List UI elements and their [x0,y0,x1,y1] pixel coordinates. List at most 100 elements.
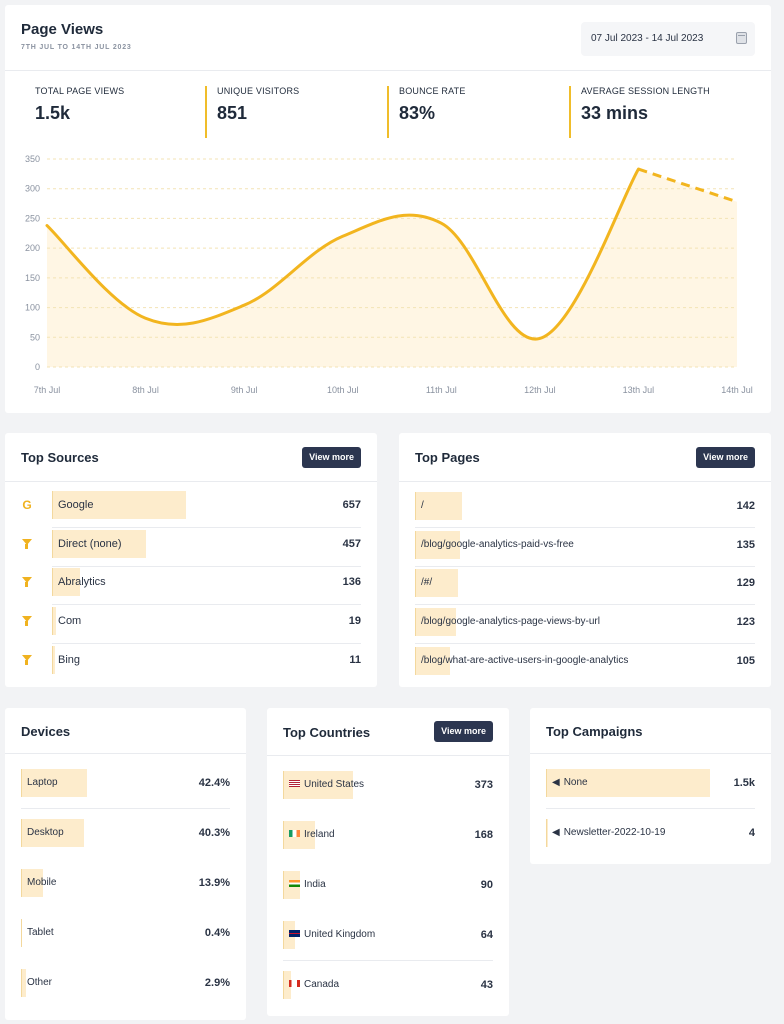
list-item[interactable]: Canada 43 [283,971,493,1001]
page-path-link[interactable]: / [421,500,424,511]
device-label: Other [27,977,53,988]
page-path-link[interactable]: /#/ [421,577,433,588]
y-tick-label: 100 [25,303,40,313]
view-more-button[interactable]: View more [302,447,361,468]
x-tick-label: 12th Jul [524,385,556,395]
country-label: India [289,879,326,890]
uk-flag-icon [289,929,300,937]
list-item-value: 142 [736,500,755,512]
card-title: Top Sources [21,450,99,465]
page-path-link[interactable]: /blog/google-analytics-page-views-by-url [421,616,600,627]
list-item[interactable]: Direct (none) 457 [21,530,361,567]
list-item[interactable]: / 142 [415,492,755,528]
list-item-value: 135 [736,539,755,551]
row-divider [21,808,230,809]
value-bar [21,869,43,897]
card-title: Top Pages [415,450,480,465]
top-pages-card: Top Pages View more / 142/blog/google-ana… [399,433,771,687]
list-item-value: 4 [748,827,755,839]
funnel-top [22,577,32,583]
row-divider [52,604,361,605]
stat-divider [205,86,207,138]
list-item-label: Bing [58,654,81,666]
list-item-value: 105 [736,655,755,667]
stat-total-page-views: TOTAL PAGE VIEWS 1.5k [35,86,124,138]
list-item[interactable]: /blog/google-analytics-page-views-by-url… [415,608,755,644]
list-item[interactable]: ◀ Newsletter-2022-10-19 4 [546,819,755,849]
list-item[interactable]: /blog/google-analytics-paid-vs-free 135 [415,531,755,567]
x-tick-label: 11th Jul [426,385,457,395]
campaign-name: None [563,777,588,788]
india-flag-icon [289,879,300,887]
divider [267,755,509,756]
row-divider [52,566,361,567]
page-path-link[interactable]: /blog/what-are-active-users-in-google-an… [421,655,629,666]
device-label: Laptop [27,777,58,788]
row-divider [546,808,755,809]
y-tick-label: 200 [25,243,40,253]
funnel-stem [25,660,28,665]
calendar-icon[interactable] [736,32,747,44]
card-title: Top Campaigns [546,724,643,739]
country-name: United Kingdom [304,929,376,940]
funnel-stem [25,582,28,587]
funnel-icon [21,538,33,550]
value-bar [546,769,710,797]
page-title: Page Views [21,21,104,38]
campaign-label: ◀ Newsletter-2022-10-19 [552,827,665,838]
list-item-label: Google [58,499,94,511]
x-tick-label: 9th Jul [231,385,258,395]
stat-label: AVERAGE SESSION LENGTH [581,86,710,96]
device-label: Desktop [27,827,64,838]
list-item-value: 11 [349,654,361,666]
list-item[interactable]: Abralytics 136 [21,568,361,605]
list-item: Mobile 13.9% [21,869,230,899]
devices-card: Devices Laptop 42.4% Desktop 40.3% Mobile 13.… [5,708,246,1020]
canada-flag-icon [289,979,300,987]
list-item[interactable]: Bing 11 [21,646,361,676]
view-more-button[interactable]: View more [696,447,755,468]
date-range-picker[interactable]: 07 Jul 2023 - 14 Jul 2023 [581,22,755,56]
country-label: Ireland [289,829,335,840]
stat-unique-visitors: UNIQUE VISITORS 851 [217,86,299,138]
funnel-top [22,616,32,622]
list-item[interactable]: United States 373 [283,771,493,801]
list-item-label: Com [58,615,82,627]
value-bar [21,769,87,797]
funnel-stem [25,544,28,549]
page-views-line-chart: 0 50 100 150 200 250 300 350 7th Jul 8th Jul 9th J… [25,154,753,395]
view-more-button[interactable]: View more [434,721,493,742]
top-countries-card: Top Countries View more United States 373… [267,708,509,1016]
google-icon: G [22,498,32,512]
list-item[interactable]: India 90 [283,871,493,901]
value-bar [415,647,450,675]
x-tick-label: 13th Jul [623,385,655,395]
y-tick-label: 50 [30,332,40,342]
y-tick-label: 250 [25,213,40,223]
list-item-value: 2.9% [204,977,230,989]
funnel-top [22,655,32,661]
country-name: Ireland [304,829,335,840]
country-label: United Kingdom [289,929,375,940]
list-item[interactable]: /#/ 129 [415,569,755,605]
stat-value: 83% [399,103,436,123]
stat-bounce-rate: BOUNCE RATE 83% [399,86,466,138]
list-item[interactable]: Com 19 [21,607,361,644]
list-item[interactable]: /blog/what-are-active-users-in-google-an… [415,647,755,677]
list-item-value: 168 [474,829,493,841]
list-item[interactable]: ◀ None 1.5k [546,769,755,809]
list-item[interactable]: United Kingdom 64 [283,921,493,961]
list-item-value: 90 [480,879,493,891]
row-divider [415,527,755,528]
list-item[interactable]: Ireland 168 [283,821,493,851]
list-item-value: 129 [736,577,755,589]
list-item-label: Direct (none) [58,538,122,550]
row-divider [52,527,361,528]
value-bar [52,491,186,519]
page-path-link[interactable]: /blog/google-analytics-paid-vs-free [421,539,574,550]
list-item-value: 64 [480,929,493,941]
divider [5,70,771,71]
divider [5,481,377,482]
list-item[interactable]: G Google 657 [21,491,361,528]
megaphone-icon: ◀ [552,827,560,838]
